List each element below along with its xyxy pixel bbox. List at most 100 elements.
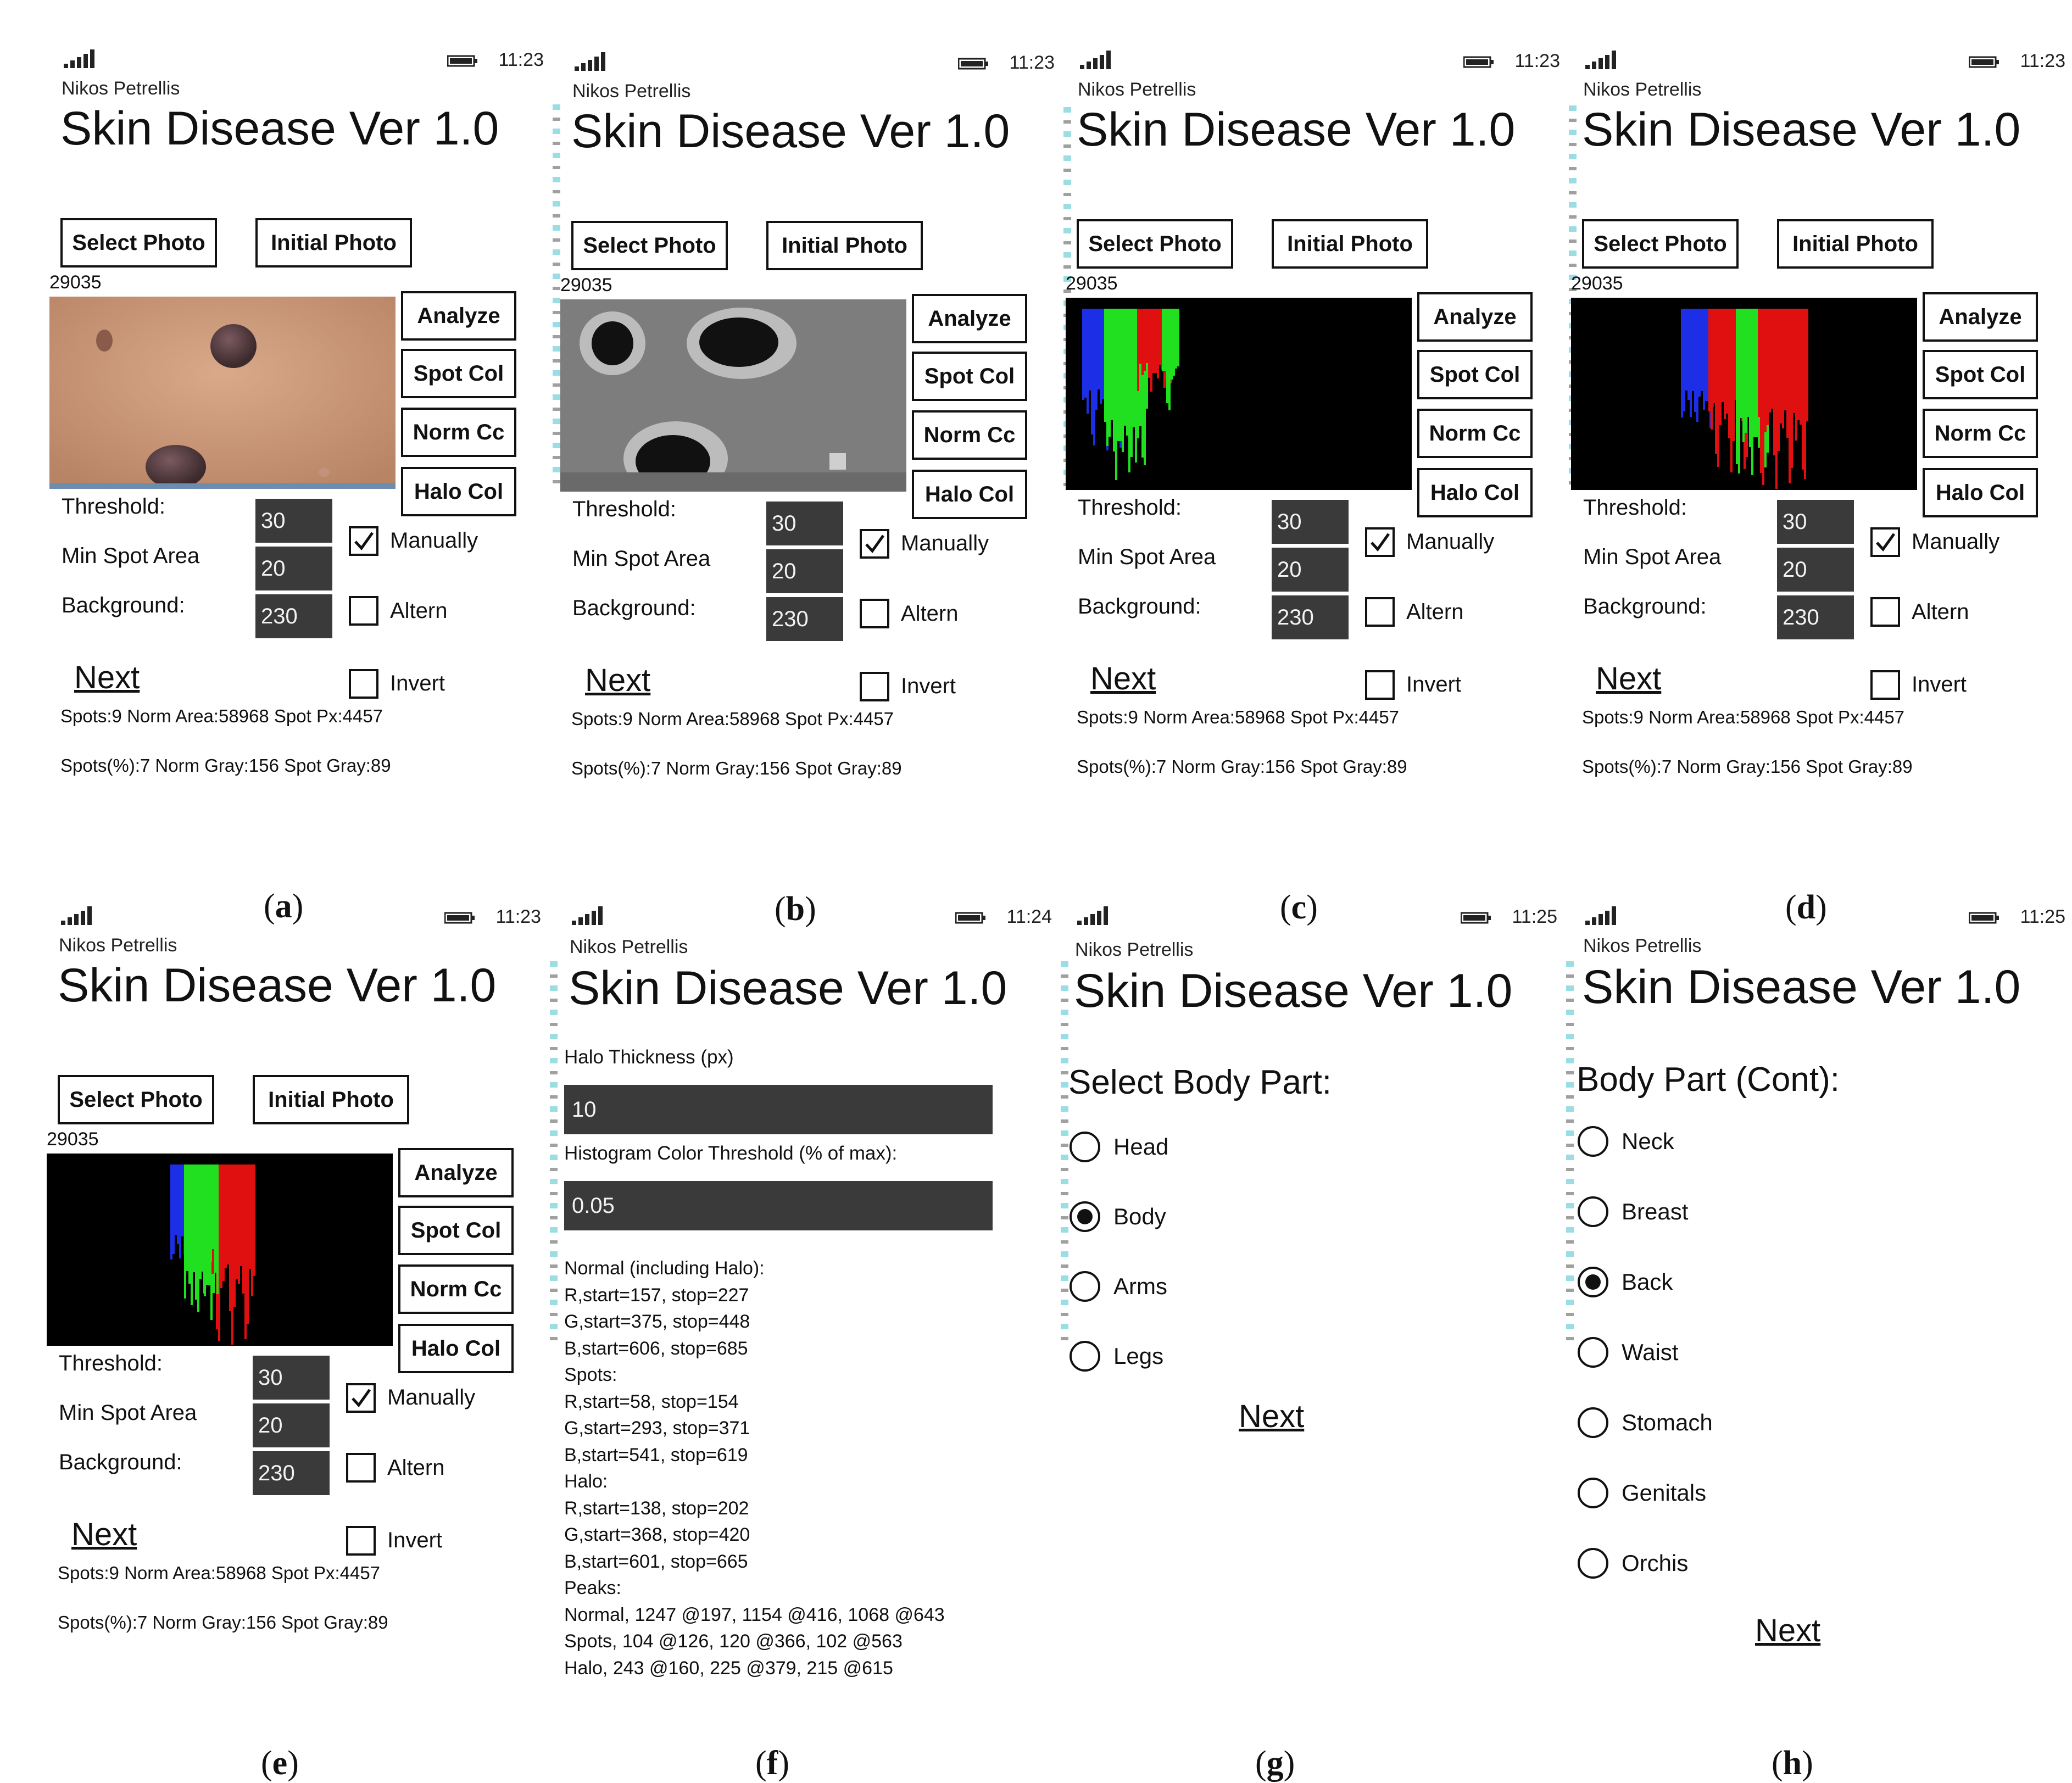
initial-photo-button[interactable]: Initial Photo xyxy=(255,218,412,268)
result-line: Normal (including Halo): xyxy=(564,1258,765,1279)
radio-arms[interactable] xyxy=(1070,1271,1100,1302)
manually-label: Manually xyxy=(1406,530,1495,554)
halo-col-button[interactable]: Halo Col xyxy=(1923,468,2038,517)
spot-col-button[interactable]: Spot Col xyxy=(398,1206,514,1255)
initial-photo-button[interactable]: Initial Photo xyxy=(253,1075,409,1124)
radio-label-orchis: Orchis xyxy=(1622,1550,1689,1576)
threshold-input[interactable]: 30 xyxy=(766,502,843,545)
select-photo-button[interactable]: Select Photo xyxy=(58,1075,214,1124)
signal-strength-icon xyxy=(60,905,93,925)
halo-col-button[interactable]: Halo Col xyxy=(401,467,516,516)
analyze-button[interactable]: Analyze xyxy=(1417,292,1533,342)
radio-orchis[interactable] xyxy=(1578,1548,1608,1579)
spot-col-button[interactable]: Spot Col xyxy=(401,349,516,398)
select-photo-button[interactable]: Select Photo xyxy=(1582,219,1739,269)
radio-label-breast: Breast xyxy=(1622,1199,1689,1224)
min-spot-area-input[interactable]: 20 xyxy=(766,549,843,593)
manually-checkbox[interactable] xyxy=(1870,527,1900,557)
invert-checkbox[interactable] xyxy=(1365,670,1395,700)
invert-checkbox[interactable] xyxy=(349,669,378,699)
invert-label: Invert xyxy=(901,674,956,698)
altern-checkbox[interactable] xyxy=(346,1453,376,1483)
min-spot-area-input[interactable]: 20 xyxy=(1272,548,1349,592)
spot-col-button[interactable]: Spot Col xyxy=(1923,350,2038,399)
manually-checkbox[interactable] xyxy=(860,529,889,559)
manually-checkbox[interactable] xyxy=(1365,527,1395,557)
radio-body[interactable] xyxy=(1070,1201,1100,1232)
next-link[interactable]: Next xyxy=(1239,1398,1305,1434)
select-photo-button[interactable]: Select Photo xyxy=(60,218,217,268)
threshold-input[interactable]: 30 xyxy=(255,499,332,543)
norm-cc-button[interactable]: Norm Cc xyxy=(1923,409,2038,458)
spot-col-button[interactable]: Spot Col xyxy=(1417,350,1533,399)
threshold-input[interactable]: 30 xyxy=(253,1356,330,1400)
next-link[interactable]: Next xyxy=(74,660,140,695)
norm-cc-button[interactable]: Norm Cc xyxy=(398,1264,514,1314)
norm-cc-button[interactable]: Norm Cc xyxy=(1417,409,1533,458)
status-bar: 11:23 xyxy=(41,895,558,945)
invert-checkbox[interactable] xyxy=(346,1526,376,1556)
status-bar: 11:24 xyxy=(552,895,1068,945)
invert-label: Invert xyxy=(1912,672,1967,697)
radio-back[interactable] xyxy=(1578,1267,1608,1297)
halo-col-button[interactable]: Halo Col xyxy=(1417,468,1533,517)
analyze-button[interactable]: Analyze xyxy=(912,294,1027,343)
halo-col-button[interactable]: Halo Col xyxy=(912,470,1027,519)
min-spot-area-input[interactable]: 20 xyxy=(1777,548,1854,592)
threshold-input[interactable]: 30 xyxy=(1777,500,1854,544)
min-spot-area-input[interactable]: 20 xyxy=(255,547,332,590)
manually-checkbox[interactable] xyxy=(349,526,378,556)
radio-neck[interactable] xyxy=(1578,1126,1608,1157)
halo-thickness-input[interactable]: 10 xyxy=(564,1085,993,1134)
background-input[interactable]: 230 xyxy=(1272,595,1349,639)
select-photo-button[interactable]: Select Photo xyxy=(1077,219,1233,269)
next-link[interactable]: Next xyxy=(1755,1613,1821,1648)
analyze-button[interactable]: Analyze xyxy=(398,1148,514,1197)
next-link[interactable]: Next xyxy=(1090,661,1156,697)
halo-col-button[interactable]: Halo Col xyxy=(398,1324,514,1373)
next-link[interactable]: Next xyxy=(1596,661,1662,697)
radio-stomach[interactable] xyxy=(1578,1407,1608,1438)
battery-icon xyxy=(1968,55,1999,69)
background-label: Background: xyxy=(59,1450,182,1474)
pixel-count: 29035 xyxy=(47,1129,99,1150)
background-input[interactable]: 230 xyxy=(255,594,332,638)
radio-genitals[interactable] xyxy=(1578,1478,1608,1508)
min-spot-area-input[interactable]: 20 xyxy=(253,1403,330,1447)
altern-checkbox[interactable] xyxy=(349,596,378,626)
halo-thickness-label: Halo Thickness (px) xyxy=(564,1046,734,1068)
histogram-results: Normal (including Halo): R,start=157, sto… xyxy=(564,1255,945,1681)
threshold-input[interactable]: 30 xyxy=(1272,500,1349,544)
radio-waist[interactable] xyxy=(1578,1337,1608,1368)
spot-col-button[interactable]: Spot Col xyxy=(912,352,1027,401)
manually-checkbox[interactable] xyxy=(346,1383,376,1413)
background-input[interactable]: 230 xyxy=(1777,595,1854,639)
radio-head[interactable] xyxy=(1070,1132,1100,1162)
background-input[interactable]: 230 xyxy=(253,1451,330,1495)
background-input[interactable]: 230 xyxy=(766,597,843,641)
analyze-button[interactable]: Analyze xyxy=(401,291,516,341)
signal-strength-icon xyxy=(63,48,96,68)
select-photo-button[interactable]: Select Photo xyxy=(571,221,728,270)
initial-photo-button[interactable]: Initial Photo xyxy=(1272,219,1428,269)
status-time: 11:23 xyxy=(2020,51,2065,71)
app-author: Nikos Petrellis xyxy=(59,935,177,956)
radio-legs[interactable] xyxy=(1070,1341,1100,1372)
altern-checkbox[interactable] xyxy=(1365,597,1395,627)
analyze-button[interactable]: Analyze xyxy=(1923,292,2038,342)
histogram-threshold-input[interactable]: 0.05 xyxy=(564,1181,993,1230)
invert-checkbox[interactable] xyxy=(860,672,889,701)
radio-label-body: Body xyxy=(1113,1203,1166,1229)
manually-label: Manually xyxy=(1912,530,2000,554)
radio-breast[interactable] xyxy=(1578,1196,1608,1227)
signal-strength-icon xyxy=(1076,905,1109,925)
invert-checkbox[interactable] xyxy=(1870,670,1900,700)
initial-photo-button[interactable]: Initial Photo xyxy=(1777,219,1934,269)
norm-cc-button[interactable]: Norm Cc xyxy=(401,408,516,457)
initial-photo-button[interactable]: Initial Photo xyxy=(766,221,923,270)
next-link[interactable]: Next xyxy=(585,662,651,698)
next-link[interactable]: Next xyxy=(71,1517,137,1552)
altern-checkbox[interactable] xyxy=(860,599,889,628)
norm-cc-button[interactable]: Norm Cc xyxy=(912,410,1027,460)
altern-checkbox[interactable] xyxy=(1870,597,1900,627)
